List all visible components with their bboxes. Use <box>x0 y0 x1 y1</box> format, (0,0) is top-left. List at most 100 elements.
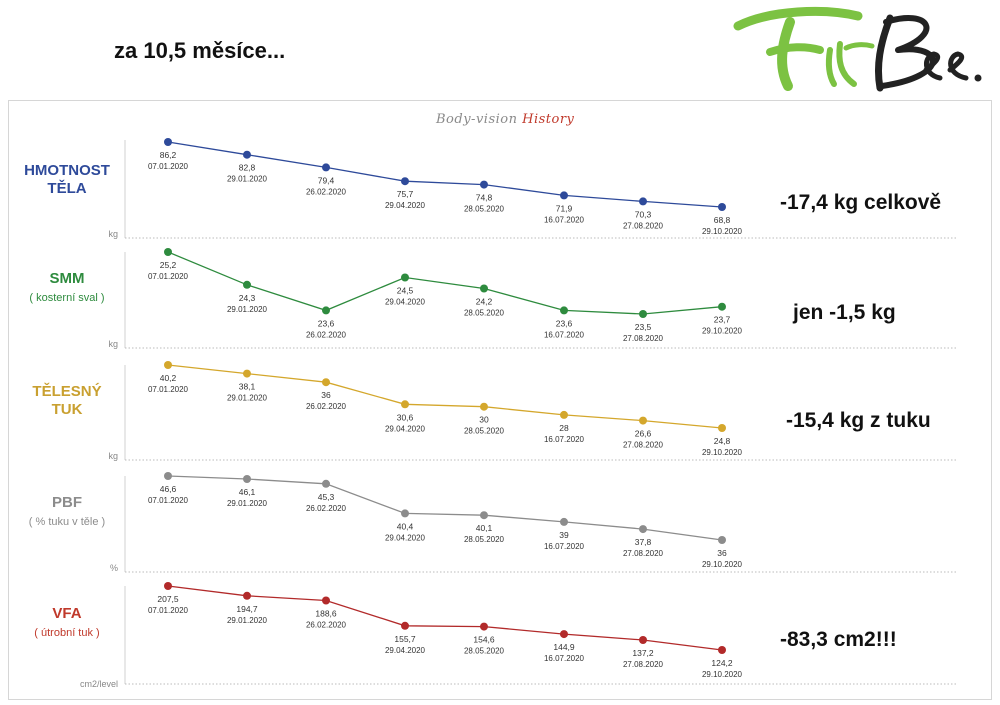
value-label: 155,7 <box>394 634 416 644</box>
data-point <box>639 416 647 425</box>
value-label: 46,6 <box>160 484 177 494</box>
date-label: 29.01.2020 <box>227 175 268 184</box>
value-label: 124,2 <box>711 658 733 668</box>
date-label: 07.01.2020 <box>148 162 189 171</box>
summary-fat: -15,4 kg z tuku <box>786 409 931 432</box>
series-line <box>167 475 723 541</box>
date-label: 28.05.2020 <box>464 647 505 656</box>
metric-label: TĚLESNÝ <box>32 382 101 400</box>
date-label: 29.04.2020 <box>385 201 426 210</box>
summary-weight: -17,4 kg celkově <box>780 191 942 214</box>
data-point <box>164 248 172 256</box>
value-label: 144,9 <box>553 642 575 652</box>
data-point <box>164 361 172 369</box>
value-label: 30 <box>479 415 489 425</box>
date-label: 27.08.2020 <box>623 334 664 343</box>
data-point <box>164 138 172 146</box>
date-label: 29.10.2020 <box>702 670 743 679</box>
value-label: 40,4 <box>397 521 414 531</box>
summary-vfa: -83,3 cm2!!! <box>780 628 897 651</box>
data-point <box>243 475 251 483</box>
value-label: 36 <box>717 548 727 558</box>
data-point <box>164 472 172 480</box>
data-point <box>480 284 488 293</box>
date-label: 16.07.2020 <box>544 435 585 444</box>
date-label: 29.10.2020 <box>702 448 743 457</box>
data-point <box>480 180 488 189</box>
data-point <box>560 306 568 315</box>
data-point <box>401 273 409 282</box>
date-label: 16.07.2020 <box>544 215 585 224</box>
date-label: 16.07.2020 <box>544 330 585 339</box>
metric-label: ( % tuku v těle ) <box>29 516 105 528</box>
date-label: 29.01.2020 <box>227 305 268 314</box>
headline: za 10,5 měsíce... <box>114 38 286 63</box>
metric-label: ( útrobní tuk ) <box>34 627 99 639</box>
data-point <box>401 621 409 630</box>
data-point <box>243 369 251 378</box>
metric-label: ( kosterní sval ) <box>29 292 104 304</box>
value-label: 40,1 <box>476 523 493 533</box>
data-point <box>243 150 251 159</box>
data-point <box>639 310 647 318</box>
date-label: 07.01.2020 <box>148 606 189 615</box>
data-point <box>560 630 568 639</box>
date-label: 29.01.2020 <box>227 499 268 508</box>
value-label: 45,3 <box>318 492 335 502</box>
unit-label: kg <box>108 451 118 461</box>
metric-label: PBF <box>52 494 82 511</box>
value-label: 37,8 <box>635 537 652 547</box>
summary-smm: jen -1,5 kg <box>793 301 896 324</box>
value-label: 86,2 <box>160 150 177 160</box>
date-label: 29.10.2020 <box>702 560 743 569</box>
date-label: 07.01.2020 <box>148 496 189 505</box>
series-line <box>167 141 723 208</box>
data-point <box>718 536 726 544</box>
series-line <box>167 364 723 429</box>
date-label: 07.01.2020 <box>148 272 189 281</box>
history-title: Body-vision History <box>436 112 574 127</box>
data-point <box>322 163 330 172</box>
value-label: 23,6 <box>318 318 335 328</box>
date-label: 29.04.2020 <box>385 424 426 433</box>
value-label: 23,5 <box>635 322 652 332</box>
unit-label: kg <box>108 339 118 349</box>
history-title-part1: Body-vision <box>436 112 518 127</box>
value-label: 74,8 <box>476 193 493 203</box>
value-label: 154,6 <box>473 635 495 645</box>
value-label: 194,7 <box>236 604 258 614</box>
metric-label: SMM <box>50 270 85 287</box>
date-label: 29.01.2020 <box>227 616 268 625</box>
data-point <box>639 636 647 644</box>
date-label: 29.01.2020 <box>227 394 268 403</box>
data-point <box>401 177 409 186</box>
value-label: 46,1 <box>239 487 256 497</box>
data-point <box>401 400 409 409</box>
date-label: 26.02.2020 <box>306 504 347 513</box>
fitbee-logo <box>733 6 982 92</box>
value-label: 24,8 <box>714 436 731 446</box>
series-line <box>167 585 723 651</box>
value-label: 30,6 <box>397 412 414 422</box>
data-point <box>718 646 726 654</box>
value-label: 38,1 <box>239 382 256 392</box>
value-label: 79,4 <box>318 175 335 185</box>
date-label: 27.08.2020 <box>623 441 664 450</box>
data-point <box>164 582 172 590</box>
date-label: 26.02.2020 <box>306 330 347 339</box>
date-label: 29.04.2020 <box>385 646 426 655</box>
value-label: 24,3 <box>239 293 256 303</box>
data-point <box>322 479 330 488</box>
metric-label: TĚLA <box>47 179 86 197</box>
data-point <box>322 378 330 387</box>
date-label: 28.05.2020 <box>464 309 505 318</box>
data-point <box>480 402 488 411</box>
data-point <box>718 424 726 432</box>
unit-label: cm2/level <box>80 679 118 689</box>
value-label: 28 <box>559 423 569 433</box>
data-point <box>322 306 330 315</box>
value-label: 25,2 <box>160 260 177 270</box>
data-point <box>560 410 568 419</box>
value-label: 24,5 <box>397 286 414 296</box>
